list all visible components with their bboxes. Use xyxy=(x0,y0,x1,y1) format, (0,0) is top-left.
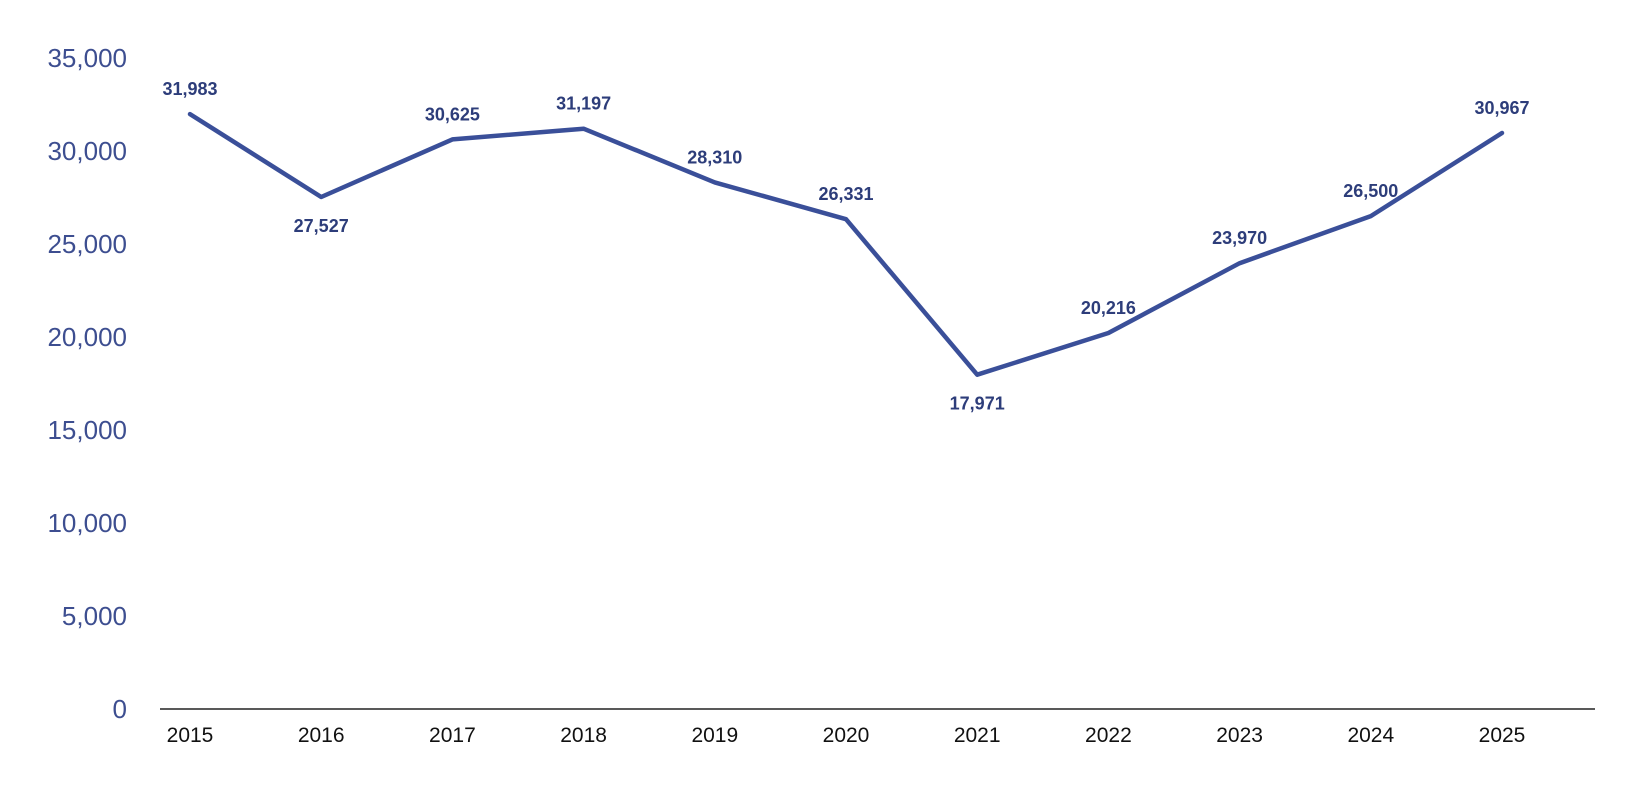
series-line xyxy=(187,111,1505,377)
y-tick-label: 0 xyxy=(113,694,127,724)
x-tick-label: 2021 xyxy=(954,724,1001,747)
data-label: 20,216 xyxy=(1081,298,1136,318)
x-tick-label: 2018 xyxy=(560,724,607,747)
y-tick-label: 25,000 xyxy=(47,229,127,259)
data-labels: 31,983 27,527 30,625 31,197 28,310 26,331 17,9… xyxy=(162,79,1529,414)
data-label: 27,527 xyxy=(294,216,349,236)
data-label: 30,967 xyxy=(1474,98,1529,118)
y-tick-label: 15,000 xyxy=(47,415,127,445)
x-tick-label: 2020 xyxy=(823,724,870,747)
x-tick-label: 2016 xyxy=(298,724,345,747)
series-group xyxy=(187,111,1505,377)
y-tick-label: 20,000 xyxy=(47,322,127,352)
data-label: 26,500 xyxy=(1343,181,1398,201)
data-label: 31,983 xyxy=(162,79,217,99)
data-label: 30,625 xyxy=(425,104,480,124)
x-tick-label: 2025 xyxy=(1479,724,1526,747)
x-tick-label: 2019 xyxy=(691,724,738,747)
x-tick-label: 2015 xyxy=(167,724,214,747)
y-tick-label: 35,000 xyxy=(47,43,127,73)
y-tick-label: 10,000 xyxy=(47,508,127,538)
data-label: 26,331 xyxy=(818,184,873,204)
x-tick-label: 2017 xyxy=(429,724,476,747)
data-label: 31,197 xyxy=(556,94,611,114)
data-label: 17,971 xyxy=(950,394,1005,414)
y-tick-label: 30,000 xyxy=(47,136,127,166)
data-label: 28,310 xyxy=(687,147,742,167)
y-tick-label: 5,000 xyxy=(62,601,127,631)
x-axis: 2015 2016 2017 2018 2019 2020 2021 2022 2023 2024… xyxy=(160,708,1595,747)
x-tick-label: 2023 xyxy=(1216,724,1263,747)
x-tick-label: 2022 xyxy=(1085,724,1132,747)
y-axis: 0 5,000 10,000 15,000 20,000 25,000 30,000 35,0… xyxy=(47,43,127,724)
x-tick-label: 2024 xyxy=(1347,724,1394,747)
data-label: 23,970 xyxy=(1212,228,1267,248)
